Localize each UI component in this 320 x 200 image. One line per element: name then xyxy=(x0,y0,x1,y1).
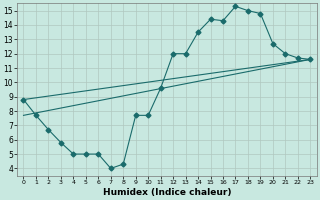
X-axis label: Humidex (Indice chaleur): Humidex (Indice chaleur) xyxy=(103,188,231,197)
